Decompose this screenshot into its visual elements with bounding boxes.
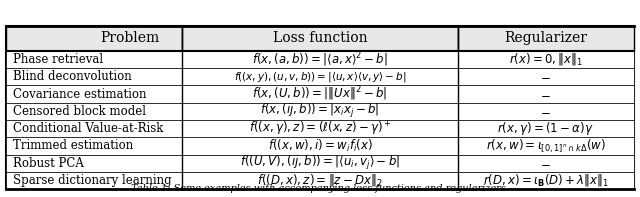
Bar	[458, 137, 634, 154]
Text: $r(D,x) = \iota_{\mathbf{B}}(D) + \lambda\|x\|_1$: $r(D,x) = \iota_{\mathbf{B}}(D) + \lambd…	[483, 173, 609, 189]
Bar	[458, 120, 634, 137]
Text: $r(x,w) = \iota_{[0,1]^n \cap k\Delta}(w)$: $r(x,w) = \iota_{[0,1]^n \cap k\Delta}(w…	[486, 137, 605, 155]
Text: Table 1: Some examples with accompanying loss functions and regularizers.: Table 1: Some examples with accompanying…	[131, 184, 509, 193]
Bar	[458, 103, 634, 120]
Bar	[182, 85, 458, 103]
Text: $-$: $-$	[541, 105, 551, 118]
Text: $f((x,y),(u,v,b)) = |\langle u,x\rangle\langle v,y\rangle - b|$: $f((x,y),(u,v,b)) = |\langle u,x\rangle\…	[234, 70, 406, 84]
Bar	[6, 51, 182, 68]
Text: $f((U,V),(ij,b)) = |\langle u_i,v_j\rangle - b|$: $f((U,V),(ij,b)) = |\langle u_i,v_j\rang…	[240, 154, 400, 172]
Text: Phase retrieval: Phase retrieval	[13, 53, 103, 66]
Text: $-$: $-$	[541, 70, 551, 83]
Bar	[6, 172, 182, 189]
Text: $f(x,(ij,b)) = |x_ix_j - b|$: $f(x,(ij,b)) = |x_ix_j - b|$	[260, 102, 380, 120]
Text: $f(x,(a,b)) = |\langle a,x\rangle^2 - b|$: $f(x,(a,b)) = |\langle a,x\rangle^2 - b|…	[252, 50, 388, 69]
Bar	[182, 120, 458, 137]
Text: Censored block model: Censored block model	[13, 105, 146, 118]
Text: Trimmed estimation: Trimmed estimation	[13, 139, 133, 152]
Text: Covariance estimation: Covariance estimation	[13, 87, 147, 100]
Bar	[182, 51, 458, 68]
Text: Conditional Value-at-Risk: Conditional Value-at-Risk	[13, 122, 163, 135]
Text: $f((x,w),i) = w_if_i(x)$: $f((x,w),i) = w_if_i(x)$	[268, 138, 372, 154]
Bar	[182, 26, 458, 51]
Text: Robust PCA: Robust PCA	[13, 157, 84, 170]
Bar	[6, 26, 182, 51]
Text: Sparse dictionary learning: Sparse dictionary learning	[13, 174, 172, 187]
Bar	[6, 154, 182, 172]
Text: Blind deconvolution: Blind deconvolution	[13, 70, 132, 83]
Bar	[458, 172, 634, 189]
Bar	[6, 103, 182, 120]
Bar	[6, 120, 182, 137]
Bar	[458, 51, 634, 68]
Bar	[458, 68, 634, 85]
Bar	[182, 103, 458, 120]
Bar	[6, 26, 634, 189]
Bar	[458, 85, 634, 103]
Text: $f((D,x),z) = \|z - Dx\|_2$: $f((D,x),z) = \|z - Dx\|_2$	[257, 173, 383, 189]
Bar	[182, 172, 458, 189]
Text: Loss function: Loss function	[273, 31, 367, 45]
Text: $f((x,\gamma),z) = (\ell(x,z) - \gamma)^+$: $f((x,\gamma),z) = (\ell(x,z) - \gamma)^…	[249, 119, 391, 138]
Bar	[6, 137, 182, 154]
Text: Regularizer: Regularizer	[504, 31, 588, 45]
Bar	[182, 154, 458, 172]
Bar	[182, 68, 458, 85]
Bar	[458, 154, 634, 172]
Text: $r(x,\gamma) = (1-\alpha)\gamma$: $r(x,\gamma) = (1-\alpha)\gamma$	[497, 120, 594, 137]
Bar	[458, 26, 634, 51]
Text: $f(x,(U,b)) = |\|Ux\|^2 - b|$: $f(x,(U,b)) = |\|Ux\|^2 - b|$	[252, 85, 388, 103]
Bar	[6, 68, 182, 85]
Bar	[182, 137, 458, 154]
Text: Problem: Problem	[100, 31, 160, 45]
Text: $r(x) = 0, \|x\|_1$: $r(x) = 0, \|x\|_1$	[509, 51, 583, 67]
Text: $-$: $-$	[541, 157, 551, 170]
Bar	[6, 85, 182, 103]
Text: $-$: $-$	[541, 87, 551, 100]
